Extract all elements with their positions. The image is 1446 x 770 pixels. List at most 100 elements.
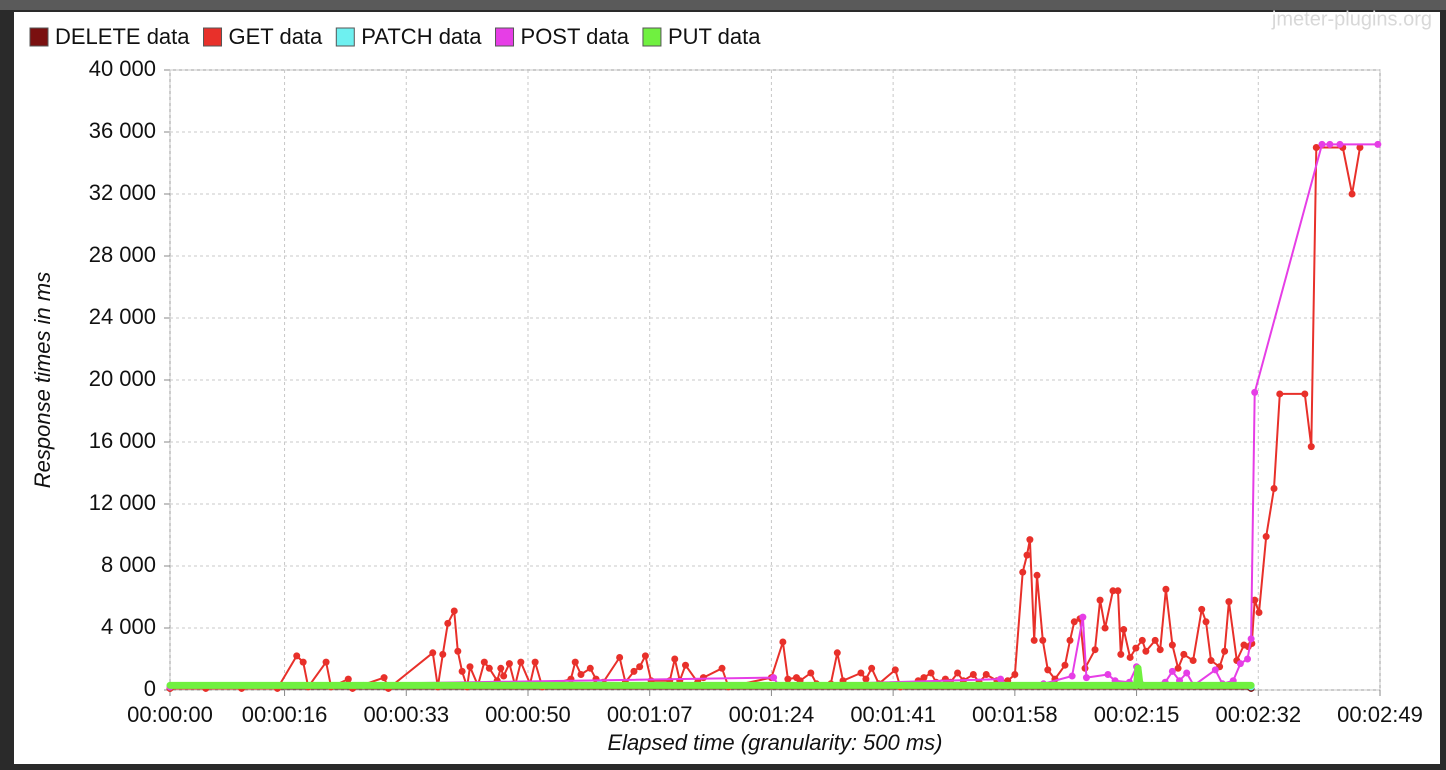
y-tick-label: 4 000: [101, 614, 156, 639]
data-point: [857, 669, 865, 677]
legend-swatch: [29, 27, 49, 47]
legend-swatch: [495, 27, 515, 47]
y-tick-label: 36 000: [89, 118, 156, 143]
data-point: [571, 658, 579, 666]
x-tick-label: 00:00:00: [127, 702, 213, 727]
data-point: [997, 675, 1005, 683]
y-tick-label: 24 000: [89, 304, 156, 329]
data-point: [833, 649, 841, 657]
x-tick-label: 00:00:33: [363, 702, 449, 727]
data-point: [1221, 647, 1229, 655]
data-point: [927, 669, 935, 677]
data-point: [1244, 655, 1252, 663]
x-tick-label: 00:00:50: [485, 702, 571, 727]
y-tick-label: 40 000: [89, 56, 156, 81]
data-point: [862, 675, 870, 683]
x-tick-label: 00:01:58: [972, 702, 1058, 727]
y-tick-label: 20 000: [89, 366, 156, 391]
data-point: [322, 658, 330, 666]
legend-swatch: [335, 27, 355, 47]
data-point: [1151, 636, 1159, 644]
y-tick-label: 28 000: [89, 242, 156, 267]
data-point: [505, 660, 513, 668]
data-point: [1225, 598, 1233, 606]
data-point: [616, 653, 624, 661]
data-point: [1348, 190, 1356, 198]
data-point: [1174, 664, 1182, 672]
x-axis-title: Elapsed time (granularity: 500 ms): [607, 730, 942, 755]
data-point: [1142, 647, 1150, 655]
data-point: [299, 658, 307, 666]
data-point: [868, 664, 876, 672]
data-point: [1030, 636, 1038, 644]
x-tick-label: 00:01:07: [607, 702, 693, 727]
data-point: [531, 658, 539, 666]
legend-label: POST data: [521, 24, 630, 49]
data-point: [1189, 657, 1197, 665]
data-point: [1318, 140, 1326, 148]
y-tick-label: 12 000: [89, 490, 156, 515]
data-point: [586, 664, 594, 672]
data-point: [1091, 646, 1099, 654]
data-point: [1236, 660, 1244, 668]
data-point: [718, 664, 726, 672]
data-point: [636, 663, 644, 671]
x-tick-label: 00:01:41: [850, 702, 936, 727]
data-point: [517, 658, 525, 666]
data-point: [1312, 144, 1320, 151]
data-point: [485, 664, 493, 672]
data-point: [439, 650, 447, 658]
data-point: [1120, 626, 1128, 634]
data-point: [1251, 388, 1259, 396]
data-point: [982, 671, 990, 678]
data-point: [1255, 609, 1263, 616]
data-point: [1033, 571, 1041, 579]
data-point: [480, 658, 488, 666]
data-point: [1109, 587, 1117, 595]
data-point: [954, 669, 962, 677]
data-point: [641, 652, 649, 660]
data-point: [454, 647, 462, 655]
data-point: [1356, 144, 1364, 151]
data-point: [444, 619, 452, 627]
data-point: [1168, 667, 1176, 675]
data-point: [1070, 618, 1078, 626]
x-tick-label: 00:01:24: [729, 702, 815, 727]
data-point: [682, 661, 690, 669]
data-point: [1082, 674, 1090, 682]
x-tick-label: 00:02:15: [1094, 702, 1180, 727]
data-point: [1326, 140, 1334, 148]
data-point: [1114, 587, 1122, 595]
data-point: [1138, 636, 1146, 644]
data-point: [1262, 533, 1270, 541]
y-tick-label: 32 000: [89, 180, 156, 205]
top-bar: [0, 0, 1446, 10]
data-point: [1162, 585, 1170, 593]
data-point: [1126, 653, 1134, 661]
data-point: [1207, 657, 1215, 665]
data-point: [1183, 669, 1191, 677]
legend-swatch: [642, 27, 662, 47]
data-point: [380, 674, 388, 682]
data-point: [891, 666, 899, 674]
data-point: [1023, 551, 1031, 559]
data-point: [1101, 624, 1109, 632]
data-point: [429, 649, 437, 657]
data-point: [577, 671, 585, 678]
data-point: [1251, 596, 1259, 604]
data-point: [1026, 536, 1034, 544]
legend-label: DELETE data: [55, 24, 190, 49]
data-point: [1247, 681, 1255, 689]
data-point: [1198, 605, 1206, 613]
data-point: [1374, 140, 1382, 148]
data-point: [969, 671, 977, 678]
data-point: [1270, 485, 1278, 492]
data-point: [1019, 568, 1027, 576]
legend-label: GET data: [229, 24, 324, 49]
data-point: [293, 652, 301, 660]
data-point: [1247, 635, 1255, 643]
data-point: [344, 675, 352, 683]
data-point: [1301, 390, 1309, 398]
data-point: [1132, 644, 1140, 652]
